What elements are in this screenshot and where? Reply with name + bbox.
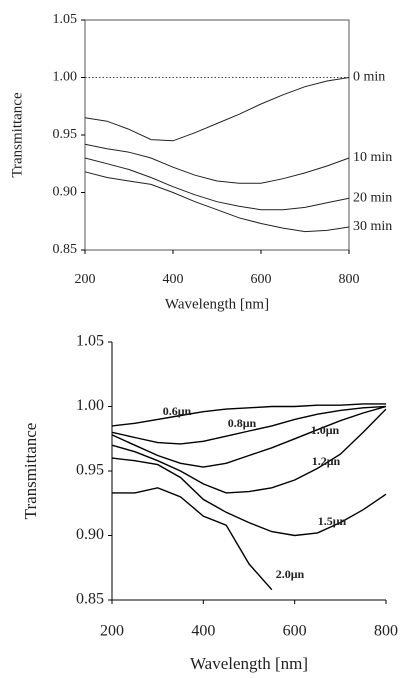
series-label: 1.5μn: [318, 514, 347, 528]
series-line: [111, 405, 387, 468]
x-tick-label: 400: [163, 272, 184, 287]
series-label: 0.6μn: [163, 404, 192, 418]
series-label: 0.8μn: [228, 416, 257, 430]
y-axis-label: Transmittance: [21, 423, 40, 520]
x-tick-label: 800: [374, 623, 398, 640]
series-line: [111, 457, 387, 537]
y-tick-label: 1.00: [53, 70, 78, 85]
y-tick-label: 0.90: [53, 185, 78, 200]
x-tick-label: 800: [339, 272, 360, 287]
series-line: [111, 403, 386, 427]
series-label: 10 min: [353, 150, 392, 165]
series-line: [84, 157, 350, 211]
series-label: 20 min: [353, 190, 392, 205]
y-tick-label: 0.95: [76, 462, 104, 479]
x-axis-label: Wavelength [nm]: [190, 654, 308, 673]
x-tick-label: 600: [251, 272, 272, 287]
series-line: [84, 143, 350, 184]
x-tick-label: 600: [283, 623, 307, 640]
series-label: 0 min: [353, 70, 385, 85]
series-label: 2.0μn: [276, 567, 305, 581]
series-label: 1.2μn: [312, 454, 341, 468]
series-line: [84, 77, 350, 142]
y-tick-label: 1.05: [53, 12, 78, 27]
series-label: 1.0μn: [311, 423, 340, 437]
x-tick-label: 400: [191, 623, 215, 640]
series-line: [111, 405, 387, 445]
y-tick-label: 0.90: [76, 526, 104, 543]
series-line: [84, 171, 350, 233]
x-tick-label: 200: [75, 272, 96, 287]
x-tick-label: 200: [100, 623, 124, 640]
y-tick-label: 0.85: [76, 591, 104, 608]
y-tick-label: 1.05: [76, 333, 104, 350]
y-tick-label: 0.85: [53, 242, 78, 257]
series-line: [112, 487, 273, 591]
plot-frame: [84, 19, 350, 251]
series-line: [111, 408, 387, 494]
y-tick-label: 0.95: [53, 127, 78, 142]
y-axis-label: Transmittance: [9, 92, 25, 178]
x-axis-label: Wavelength [nm]: [165, 296, 269, 312]
y-tick-label: 1.00: [76, 397, 104, 414]
series-label: 30 min: [353, 219, 392, 234]
